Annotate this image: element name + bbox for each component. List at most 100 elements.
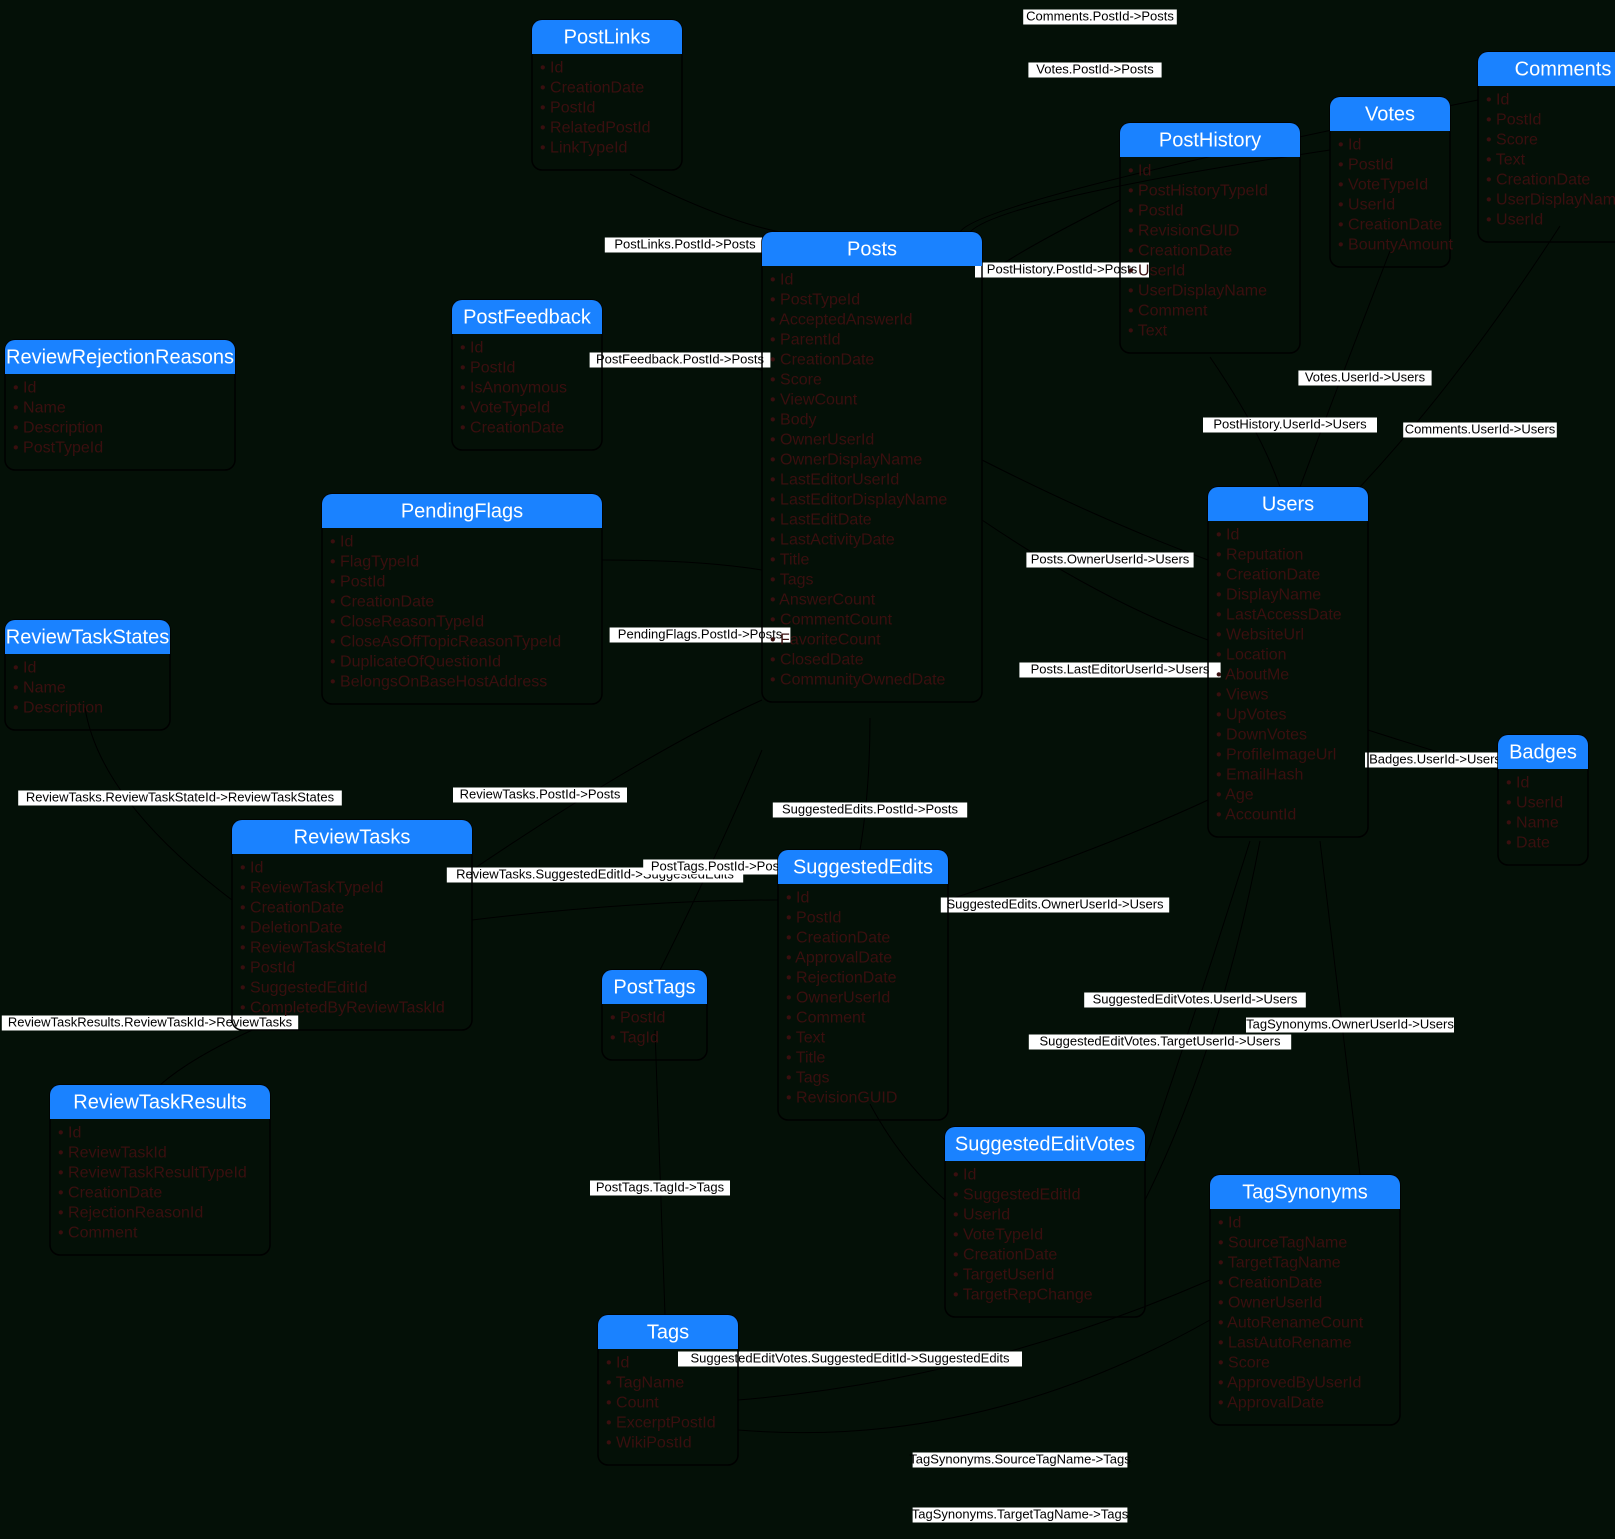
entity-field-TagSynonyms-1: • SourceTagName — [1218, 1234, 1347, 1251]
entity-field-SuggestedEditVotes-5: • TargetUserId — [953, 1266, 1054, 1283]
entity-field-ReviewTaskResults-3: • CreationDate — [58, 1184, 162, 1201]
entity-field-SuggestedEdits-4: • RejectionDate — [786, 969, 897, 986]
edge-label-20: SuggestedEditVotes.TargetUserId->Users — [1040, 1033, 1281, 1048]
entity-field-PostFeedback-4: • CreationDate — [460, 419, 564, 436]
entity-field-SuggestedEdits-0: • Id — [786, 889, 809, 906]
entity-field-Posts-0: • Id — [770, 271, 793, 288]
entity-PostHistory: PostHistory• Id• PostHistoryTypeId• Post… — [1120, 123, 1300, 353]
edge-label-5: Votes.UserId->Users — [1305, 369, 1426, 384]
entity-field-PendingFlags-4: • CloseReasonTypeId — [330, 613, 484, 630]
entity-field-SuggestedEditVotes-4: • CreationDate — [953, 1246, 1057, 1263]
entity-field-Users-2: • CreationDate — [1216, 566, 1320, 583]
entity-field-TagSynonyms-4: • OwnerUserId — [1218, 1294, 1322, 1311]
edge-13 — [860, 718, 870, 850]
entity-title-TagSynonyms: TagSynonyms — [1242, 1181, 1368, 1203]
entity-field-SuggestedEdits-1: • PostId — [786, 909, 841, 926]
entity-field-PostTags-0: • PostId — [610, 1009, 665, 1026]
entity-field-PostTags-1: • TagId — [610, 1029, 659, 1046]
entity-field-Posts-18: • FavoriteCount — [770, 631, 881, 648]
entity-field-ReviewRejectionReasons-2: • Description — [13, 419, 103, 436]
entity-field-ReviewTasks-5: • PostId — [240, 959, 295, 976]
edge-label-8: Posts.OwnerUserId->Users — [1031, 551, 1190, 566]
entity-field-SuggestedEdits-6: • Comment — [786, 1009, 866, 1026]
entity-field-TagSynonyms-2: • TargetTagName — [1218, 1254, 1341, 1271]
entity-field-Badges-0: • Id — [1506, 774, 1529, 791]
entity-field-Tags-1: • TagName — [606, 1374, 684, 1391]
entity-field-SuggestedEditVotes-0: • Id — [953, 1166, 976, 1183]
entity-field-Votes-3: • UserId — [1338, 196, 1395, 213]
entity-field-ReviewRejectionReasons-3: • PostTypeId — [13, 439, 103, 456]
entity-field-Posts-15: • Tags — [770, 571, 814, 588]
entity-ReviewTaskResults: ReviewTaskResults• Id• ReviewTaskId• Rev… — [50, 1085, 270, 1255]
entity-field-Comments-6: • UserId — [1486, 211, 1543, 228]
entity-field-Votes-1: • PostId — [1338, 156, 1393, 173]
entity-title-SuggestedEditVotes: SuggestedEditVotes — [955, 1133, 1135, 1155]
entity-field-Badges-1: • UserId — [1506, 794, 1563, 811]
entity-title-Badges: Badges — [1509, 741, 1577, 763]
edge-label-2: PostLinks.PostId->Posts — [614, 236, 756, 251]
entity-field-ReviewTaskStates-0: • Id — [13, 659, 36, 676]
entity-field-Posts-14: • Title — [770, 551, 809, 568]
edge-label-1: Votes.PostId->Posts — [1036, 61, 1154, 76]
edge-22 — [655, 1030, 665, 1315]
entity-field-PostLinks-4: • LinkTypeId — [540, 139, 627, 156]
entity-field-Tags-0: • Id — [606, 1354, 629, 1371]
entity-field-Posts-13: • LastActivityDate — [770, 531, 895, 548]
edge-8 — [982, 460, 1208, 560]
entity-PostFeedback: PostFeedback• Id• PostId• IsAnonymous• V… — [452, 300, 602, 450]
entity-ReviewTasks: ReviewTasks• Id• ReviewTaskTypeId• Creat… — [232, 820, 472, 1030]
entity-field-PostFeedback-2: • IsAnonymous — [460, 379, 567, 396]
entity-field-SuggestedEditVotes-1: • SuggestedEditId — [953, 1186, 1080, 1203]
entity-field-PendingFlags-6: • DuplicateOfQuestionId — [330, 653, 501, 670]
edge-label-13: SuggestedEdits.PostId->Posts — [782, 801, 958, 816]
entity-field-Posts-7: • Body — [770, 411, 817, 428]
entity-field-ReviewRejectionReasons-1: • Name — [13, 399, 66, 416]
entity-field-PostLinks-1: • CreationDate — [540, 79, 644, 96]
edge-label-3: PostHistory.PostId->Posts — [987, 261, 1138, 276]
entity-field-SuggestedEdits-7: • Text — [786, 1029, 826, 1046]
entity-field-PostFeedback-3: • VoteTypeId — [460, 399, 550, 416]
edge-12 — [472, 700, 762, 870]
edge-label-11: ReviewTasks.ReviewTaskStateId->ReviewTas… — [26, 789, 335, 804]
entity-field-PostFeedback-0: • Id — [460, 339, 483, 356]
entity-field-PostHistory-5: • UserId — [1128, 262, 1185, 279]
entity-field-ReviewTasks-3: • DeletionDate — [240, 919, 343, 936]
entity-field-Users-8: • Views — [1216, 686, 1268, 703]
entity-field-SuggestedEdits-9: • Tags — [786, 1069, 830, 1086]
entity-ReviewRejectionReasons: ReviewRejectionReasons• Id• Name• Descri… — [5, 340, 235, 470]
edge-23 — [870, 1104, 945, 1200]
entity-field-ReviewTasks-1: • ReviewTaskTypeId — [240, 879, 383, 896]
entity-field-Users-7: • AboutMe — [1216, 666, 1289, 683]
entity-title-Votes: Votes — [1365, 103, 1415, 125]
edge-17 — [948, 800, 1208, 900]
entity-field-Users-12: • EmailHash — [1216, 766, 1303, 783]
entity-field-PostLinks-3: • RelatedPostId — [540, 119, 651, 136]
entity-TagSynonyms: TagSynonyms• Id• SourceTagName• TargetTa… — [1210, 1175, 1400, 1425]
entity-field-TagSynonyms-8: • ApprovedByUserId — [1218, 1374, 1361, 1391]
entity-field-ReviewTaskResults-5: • Comment — [58, 1224, 138, 1241]
entity-field-Users-1: • Reputation — [1216, 546, 1303, 563]
entity-field-Votes-0: • Id — [1338, 136, 1361, 153]
entity-title-Users: Users — [1262, 493, 1314, 515]
entity-field-PostHistory-0: • Id — [1128, 162, 1151, 179]
entity-title-SuggestedEdits: SuggestedEdits — [793, 856, 933, 878]
edge-label-7: Comments.UserId->Users — [1405, 421, 1556, 436]
entity-field-PostLinks-0: • Id — [540, 59, 563, 76]
entity-field-ReviewTasks-6: • SuggestedEditId — [240, 979, 367, 996]
entity-SuggestedEdits: SuggestedEdits• Id• PostId• CreationDate… — [778, 850, 948, 1120]
entity-field-Comments-5: • UserDisplayName — [1486, 191, 1615, 208]
entity-PendingFlags: PendingFlags• Id• FlagTypeId• PostId• Cr… — [322, 494, 602, 704]
entity-field-PostHistory-1: • PostHistoryTypeId — [1128, 182, 1268, 199]
entity-field-Badges-3: • Date — [1506, 834, 1550, 851]
edge-label-16: PostTags.PostId->Posts — [651, 858, 790, 873]
entity-title-Posts: Posts — [847, 238, 897, 260]
entity-field-Tags-3: • ExcerptPostId — [606, 1414, 716, 1431]
entity-Posts: Posts• Id• PostTypeId• AcceptedAnswerId•… — [762, 232, 982, 702]
entity-field-Users-10: • DownVotes — [1216, 726, 1307, 743]
edge-label-0: Comments.PostId->Posts — [1026, 8, 1174, 23]
entity-field-SuggestedEdits-10: • RevisionGUID — [786, 1089, 897, 1106]
entity-field-Users-4: • LastAccessDate — [1216, 606, 1342, 623]
entity-field-PendingFlags-5: • CloseAsOffTopicReasonTypeId — [330, 633, 561, 650]
entity-field-Votes-5: • BountyAmount — [1338, 236, 1454, 253]
entity-field-Votes-2: • VoteTypeId — [1338, 176, 1428, 193]
